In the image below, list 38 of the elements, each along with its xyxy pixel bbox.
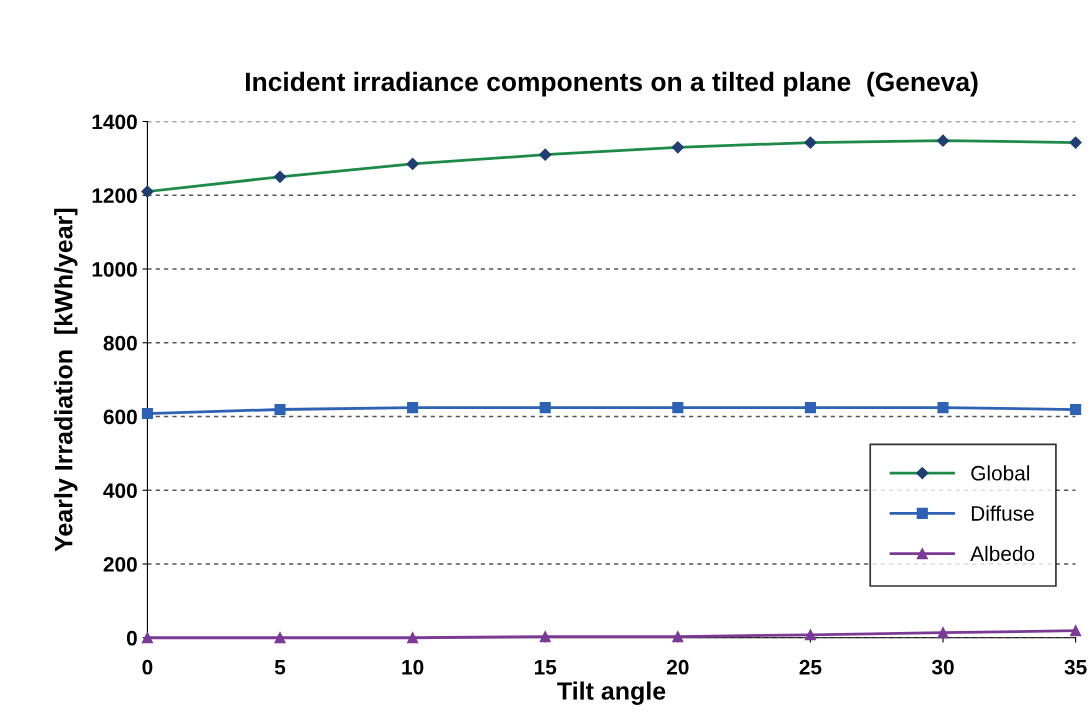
x-tick-label: 30 — [931, 659, 954, 675]
point — [937, 627, 949, 639]
x-tick-label: 20 — [666, 659, 689, 675]
point — [274, 403, 286, 416]
legend-label: Global — [971, 465, 1030, 481]
point — [141, 632, 153, 644]
y-tick-label: 1200 — [92, 188, 137, 204]
x-tick-label: 5 — [274, 660, 286, 675]
x-tick-label: 15 — [534, 660, 557, 675]
point — [937, 402, 949, 414]
point — [407, 632, 419, 644]
y-tick-label: 600 — [103, 409, 137, 425]
point — [672, 402, 684, 414]
y-tick-label: 1400 — [92, 114, 137, 130]
y-tick-label: 800 — [103, 335, 137, 351]
y-tick-label: 1000 — [92, 262, 137, 277]
legend-label: Diffuse — [971, 505, 1034, 521]
chart-title: Incident irradiance components on a tilted plane (Geneva) — [246, 71, 978, 97]
x-tick-label: 25 — [799, 659, 822, 675]
x-tick-label: 0 — [142, 659, 153, 675]
point — [539, 402, 551, 414]
point — [539, 631, 551, 643]
legend-label: Albedo — [970, 545, 1035, 562]
point — [804, 629, 816, 641]
y-tick-label: 200 — [103, 557, 137, 572]
y-tick-label: 0 — [126, 630, 137, 646]
y-axis-title: Yearly Irradiation [kWh/year] — [54, 208, 78, 552]
point — [1070, 403, 1082, 416]
x-axis-title: Tilt angle — [557, 681, 666, 705]
x-tick-label: 35 — [1064, 659, 1087, 675]
x-tick-label: 10 — [402, 659, 424, 675]
point — [274, 632, 286, 644]
point — [672, 631, 684, 643]
point — [804, 402, 816, 414]
y-tick-label: 400 — [103, 483, 137, 499]
point — [141, 408, 153, 420]
point — [407, 402, 419, 414]
point — [1070, 625, 1082, 637]
